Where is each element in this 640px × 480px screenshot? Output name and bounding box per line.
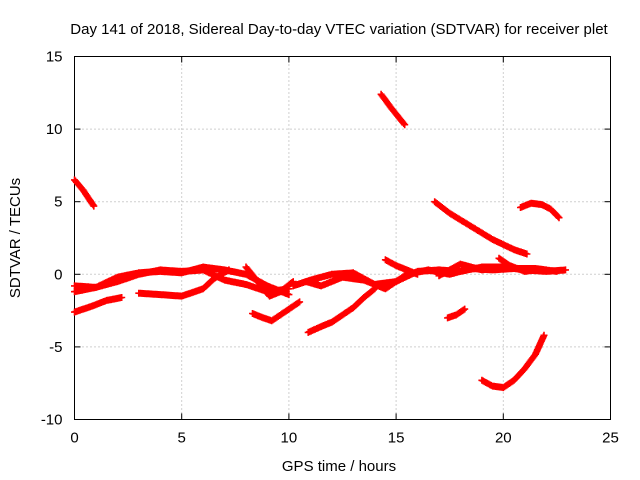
series-track-7 [249, 298, 304, 325]
axis-ticks: 0 5 10 15 20 25 -10 -5 0 5 10 15 [41, 49, 619, 447]
y-tick-label: -5 [49, 339, 62, 356]
x-tick-label: 25 [602, 430, 619, 447]
series-track-16 [478, 331, 548, 392]
x-tick-label: 5 [178, 430, 186, 447]
series-track-11 [377, 90, 409, 129]
track-markers [431, 198, 531, 258]
y-tick-label: 10 [46, 121, 63, 138]
track-markers [71, 263, 293, 299]
y-tick-label: 0 [54, 266, 62, 283]
x-tick-label: 10 [281, 430, 298, 447]
y-tick-label: -10 [41, 412, 63, 429]
track-markers [304, 285, 379, 336]
track-markers [249, 298, 304, 325]
series-track-3 [71, 263, 293, 299]
x-axis-label: GPS time / hours [282, 458, 396, 475]
track-markers [377, 90, 409, 129]
x-tick-label: 15 [388, 430, 405, 447]
series-track-14 [435, 260, 507, 280]
track-markers [435, 260, 507, 280]
track-markers [517, 199, 563, 222]
series-track-12 [381, 256, 421, 278]
track-markers [444, 305, 469, 322]
track-markers [71, 294, 126, 316]
track-markers [71, 176, 98, 210]
plot-frame [74, 56, 611, 420]
x-tick-label: 0 [70, 430, 78, 447]
track-markers [495, 254, 539, 275]
track-markers [478, 331, 548, 392]
series-track-6 [242, 263, 297, 300]
series-track-1 [71, 176, 98, 210]
series-track-17 [495, 254, 539, 275]
series-track-18 [517, 199, 563, 222]
track-markers [135, 266, 233, 300]
track-markers [381, 256, 421, 278]
series-track-5 [135, 266, 233, 300]
series-track-13 [431, 198, 531, 258]
y-tick-label: 5 [54, 194, 62, 211]
chart-title: Day 141 of 2018, Sidereal Day-to-day VTE… [70, 21, 608, 38]
series-track-4 [71, 294, 126, 316]
track-markers [242, 263, 297, 300]
x-tick-label: 20 [495, 430, 512, 447]
series-track-15 [444, 305, 469, 322]
data-marks [71, 90, 569, 392]
y-tick-label: 15 [46, 49, 63, 66]
series-track-10 [304, 285, 379, 336]
y-axis-label: SDTVAR / TECUs [7, 178, 24, 298]
